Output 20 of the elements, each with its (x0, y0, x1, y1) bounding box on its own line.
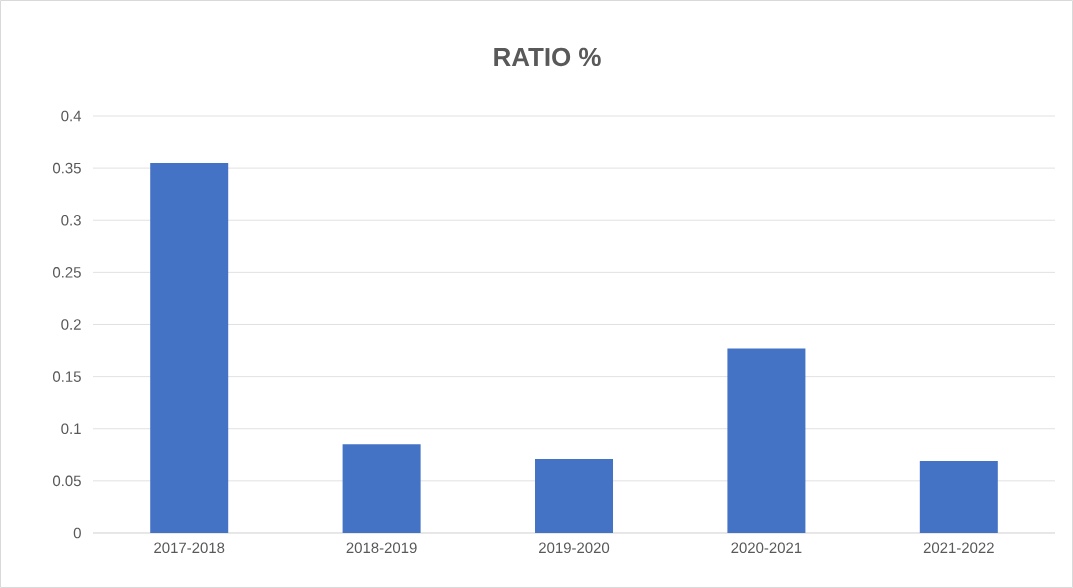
y-tick-label: 0.35 (52, 162, 81, 174)
y-tick-label: 0.25 (52, 267, 81, 278)
y-tick-label: 0.3 (61, 214, 81, 226)
y-tick-label: 0 (73, 527, 81, 539)
bar (342, 444, 421, 533)
y-tick-label: 0.05 (52, 475, 81, 487)
x-tick-label: 2019-2020 (539, 542, 610, 554)
y-tick-label: 0.2 (61, 319, 81, 330)
bar (535, 458, 614, 533)
bar (919, 461, 998, 533)
bar (150, 162, 229, 533)
y-tick-label: 0.4 (61, 110, 82, 122)
x-tick-label: 2017-2018 (154, 542, 225, 554)
y-tick-label: 0.15 (52, 371, 81, 382)
x-tick-label: 2020-2021 (731, 542, 802, 554)
x-tick-label: 2021-2022 (923, 542, 994, 554)
bar (727, 348, 806, 533)
y-tick-label: 0.1 (61, 423, 81, 435)
x-tick-label: 2018-2019 (346, 542, 417, 554)
chart-title: RATIO % (494, 47, 601, 67)
